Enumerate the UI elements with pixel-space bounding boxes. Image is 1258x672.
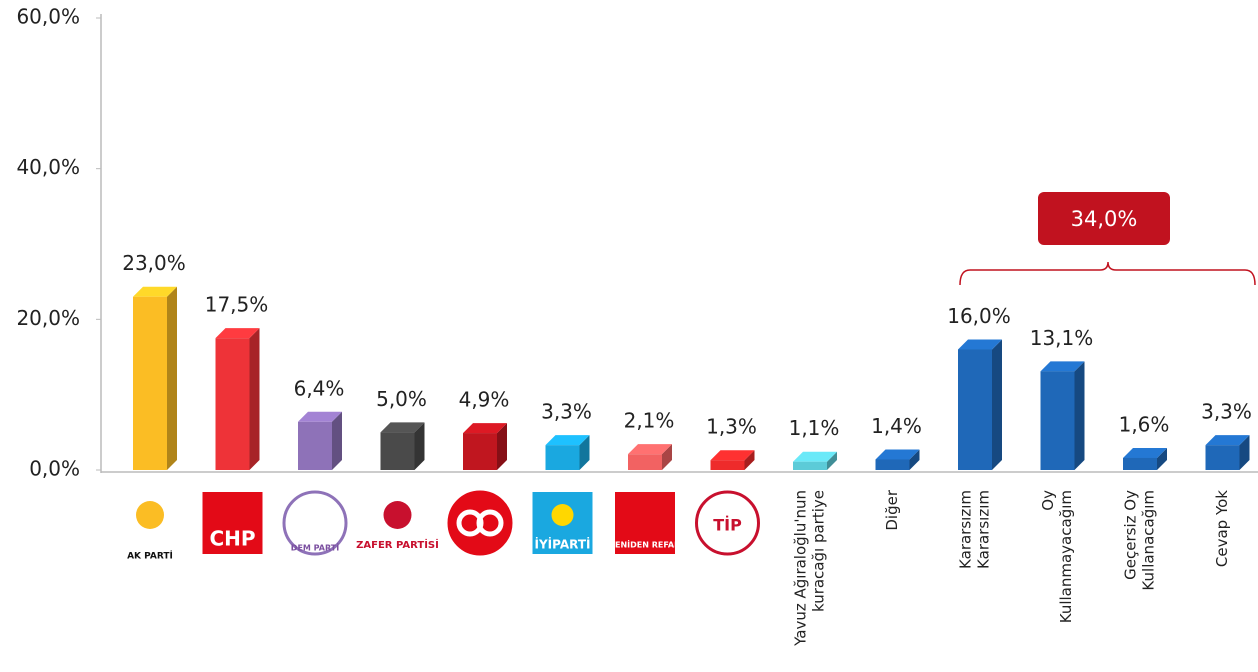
value-label: 17,5% bbox=[205, 293, 269, 317]
bar-side bbox=[332, 411, 342, 470]
bar-top bbox=[958, 339, 1002, 350]
bar bbox=[793, 461, 827, 470]
party-logo: CHP bbox=[202, 492, 263, 554]
bar-side bbox=[662, 444, 672, 470]
bar bbox=[710, 460, 745, 470]
x-tick-label: Kararsızım bbox=[975, 490, 993, 569]
bar-top bbox=[1123, 447, 1167, 458]
value-label: 1,1% bbox=[789, 416, 840, 440]
x-tick-label: Diğer bbox=[883, 489, 901, 530]
bar bbox=[545, 445, 580, 470]
bar-side bbox=[414, 422, 425, 470]
logo-background bbox=[202, 492, 263, 554]
x-tick-label: Kullanmayacağım bbox=[1057, 490, 1075, 623]
bar-top bbox=[875, 449, 920, 460]
bar-side bbox=[497, 423, 507, 470]
logo-emblem bbox=[551, 504, 574, 526]
bar bbox=[1123, 457, 1157, 470]
bar bbox=[215, 338, 250, 470]
party-logo: İYİPARTİ bbox=[532, 492, 593, 554]
bar bbox=[463, 433, 497, 470]
bar bbox=[628, 454, 662, 470]
bar-top bbox=[133, 286, 177, 297]
y-tick-label: 0,0% bbox=[29, 457, 80, 481]
x-tick-label: AK PARTİ bbox=[127, 551, 173, 562]
bar-top bbox=[298, 411, 342, 422]
x-tick-label: CHP bbox=[209, 527, 255, 551]
bar bbox=[1205, 445, 1240, 470]
bar-top bbox=[545, 435, 590, 446]
x-tick-label: TİP bbox=[713, 516, 742, 535]
x-tick-label: Kullanacağım bbox=[1140, 490, 1158, 591]
x-tick-label: İYİPARTİ bbox=[535, 537, 591, 552]
party-logo: ZAFER PARTİSİ bbox=[356, 501, 439, 551]
bar-side bbox=[744, 450, 755, 470]
y-tick-label: 60,0% bbox=[16, 5, 80, 29]
logo-emblem bbox=[136, 501, 164, 529]
x-tick-label: DEM PARTİ bbox=[291, 543, 339, 553]
bar bbox=[875, 459, 910, 470]
party-logo: TİP bbox=[695, 490, 760, 556]
value-label: 1,3% bbox=[706, 415, 757, 439]
bar bbox=[958, 349, 992, 470]
bar-top bbox=[793, 451, 837, 462]
bar-top bbox=[215, 328, 260, 339]
annotation: 34,0% bbox=[1071, 207, 1138, 231]
x-tick-label: Kararsızım bbox=[957, 490, 975, 569]
party-logo: AK PARTİ bbox=[127, 501, 173, 562]
bar-side bbox=[827, 451, 837, 470]
x-tick-label: YENİDEN REFAH bbox=[608, 540, 681, 550]
value-label: 5,0% bbox=[376, 387, 427, 411]
party-logo: DEM PARTİ bbox=[282, 490, 348, 556]
x-tick-label: kuracağı partiye bbox=[810, 490, 828, 612]
value-label: 23,0% bbox=[122, 251, 186, 275]
bar-top bbox=[1205, 435, 1250, 446]
bar-side bbox=[1074, 361, 1085, 470]
x-tick-label: Oy bbox=[1039, 490, 1057, 511]
bar-side bbox=[167, 286, 177, 470]
logo-background bbox=[615, 492, 675, 554]
party-logo bbox=[447, 490, 513, 556]
value-label: 4,9% bbox=[459, 388, 510, 412]
bar-side bbox=[249, 328, 260, 470]
y-tick-label: 40,0% bbox=[16, 155, 80, 179]
bar-side bbox=[992, 339, 1002, 470]
logo-ring bbox=[695, 490, 760, 556]
bar-top bbox=[1040, 361, 1085, 372]
logo-crescent bbox=[476, 509, 504, 537]
value-label: 3,3% bbox=[541, 400, 592, 424]
bar bbox=[133, 296, 167, 470]
bar-top bbox=[628, 444, 672, 455]
value-label: 13,1% bbox=[1030, 326, 1094, 350]
bar bbox=[380, 432, 415, 470]
value-label: 16,0% bbox=[947, 304, 1011, 328]
bracket bbox=[959, 261, 1256, 286]
annotation-box bbox=[1038, 192, 1170, 245]
bar-side bbox=[1239, 435, 1250, 470]
bar-top bbox=[710, 450, 755, 461]
bar-top bbox=[380, 422, 425, 433]
value-label: 1,6% bbox=[1119, 412, 1170, 436]
value-label: 1,4% bbox=[871, 414, 922, 438]
bar bbox=[1040, 371, 1075, 470]
value-label: 6,4% bbox=[294, 376, 345, 400]
value-label: 2,1% bbox=[624, 409, 675, 433]
logo-emblem bbox=[383, 501, 412, 529]
x-tick-label: Cevap Yok bbox=[1213, 490, 1231, 567]
bar-side bbox=[1157, 447, 1167, 470]
logo-ring bbox=[282, 490, 348, 556]
x-tick-label: Geçersiz Oy bbox=[1122, 490, 1140, 580]
x-tick-label: Yavuz Ağıraloğlu'nun bbox=[792, 490, 810, 647]
y-tick-label: 20,0% bbox=[16, 306, 80, 330]
value-label: 3,3% bbox=[1201, 400, 1252, 424]
bar-side bbox=[579, 435, 590, 470]
bar-top bbox=[463, 423, 507, 434]
x-tick-label: ZAFER PARTİSİ bbox=[356, 537, 439, 551]
bar bbox=[298, 421, 332, 470]
party-logo: YENİDEN REFAH bbox=[608, 492, 681, 554]
bar-side bbox=[909, 449, 920, 470]
